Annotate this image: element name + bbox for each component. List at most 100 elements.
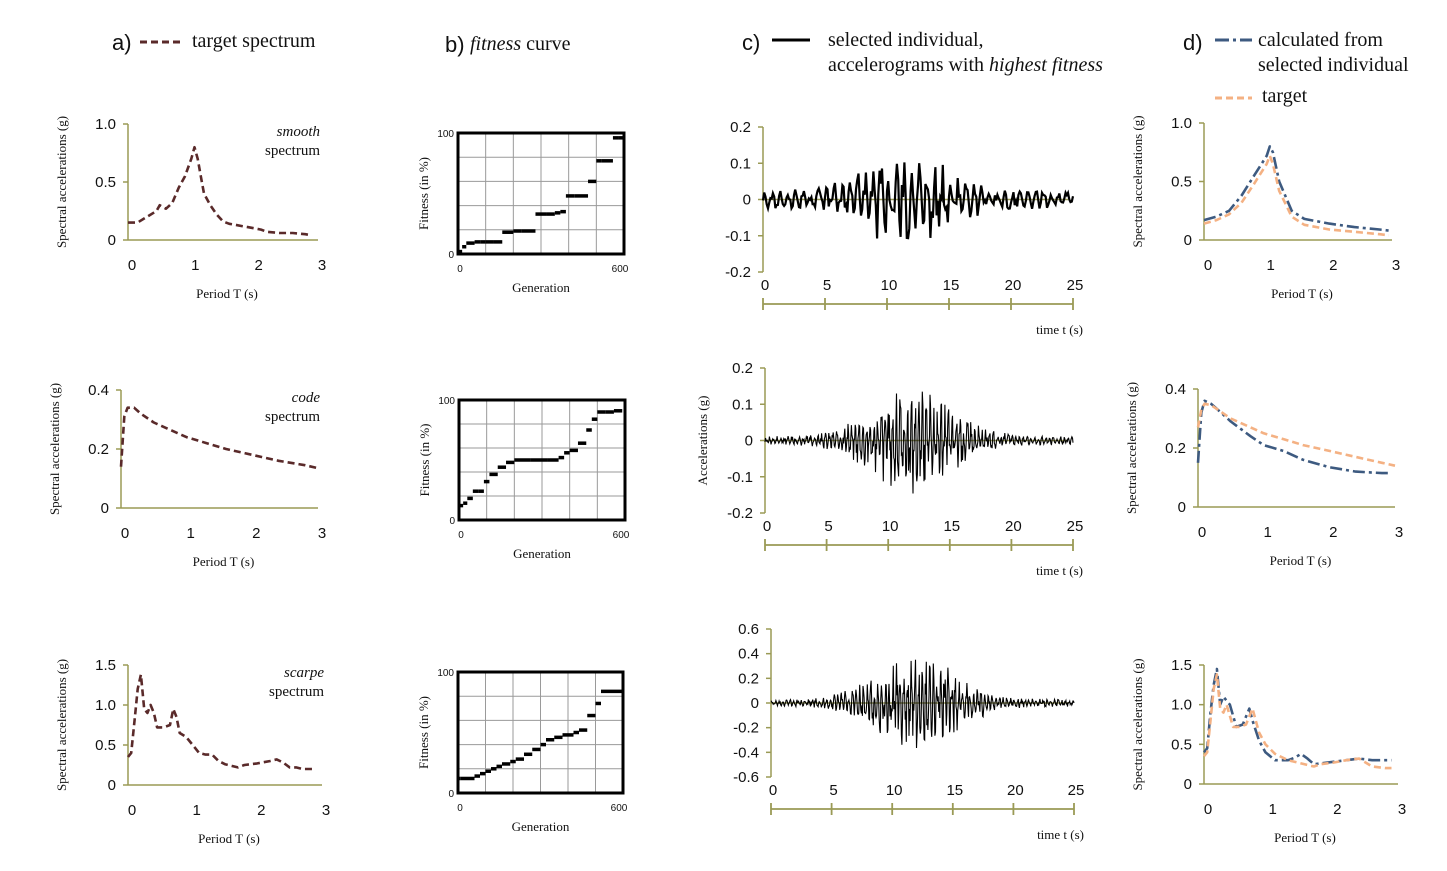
chart-b3: 100 00 600 Generation Fitness (in %) xyxy=(416,668,628,834)
x-tick-label: 1 xyxy=(1266,257,1274,274)
y-axis-label: Accelerations (g) xyxy=(695,396,710,486)
x-tick-label: 0 xyxy=(1204,257,1212,274)
x-tick-label: 0 xyxy=(1198,524,1206,541)
series-calculated xyxy=(1196,399,1392,475)
header-d: d) calculated from selected individual t… xyxy=(1183,29,1409,107)
x-axis-label: time t (s) xyxy=(1036,563,1083,578)
y-tick-label: 0 xyxy=(1178,499,1186,516)
series-calculated xyxy=(1202,667,1392,766)
x-tick-label: 3 xyxy=(1398,801,1406,818)
x-tick-label: 5 xyxy=(829,782,837,799)
y-tick-label: 100 xyxy=(437,668,454,679)
y-axis-label: Spectral accelerations (g) xyxy=(1124,382,1139,514)
x-tick-label: 25 xyxy=(1068,782,1085,799)
y-tick-label: 0 xyxy=(448,250,454,261)
y-tick-label: 0 xyxy=(743,192,751,209)
x-axis-label: time t (s) xyxy=(1036,322,1083,337)
y-tick-label: 0.1 xyxy=(732,396,753,413)
y-tick-label: 0.5 xyxy=(1171,736,1192,753)
y-tick-label: -0.1 xyxy=(725,228,751,245)
y-tick-label: 0.2 xyxy=(730,119,751,136)
x-tick-label: 10 xyxy=(881,277,898,294)
annotation-text: spectrum xyxy=(265,143,320,159)
header-b-plain: curve xyxy=(521,33,571,55)
x-tick-label: 3 xyxy=(1392,257,1400,274)
y-tick-label: 1.5 xyxy=(1171,657,1192,674)
header-c-line2-pre: accelerograms with xyxy=(828,54,989,76)
x-tick-label: 0 xyxy=(763,518,771,535)
accelerogram-line xyxy=(761,162,1075,240)
header-c-line1: selected individual, xyxy=(828,29,984,51)
x-tick-label: 5 xyxy=(824,518,832,535)
header-c-letter: c) xyxy=(742,30,760,55)
y-tick-label: 0.5 xyxy=(95,174,116,191)
series-target xyxy=(119,406,319,470)
header-b: b) fitness curve xyxy=(445,32,571,57)
x-axis-label: time t (s) xyxy=(1037,827,1084,842)
x-tick-label: 3 xyxy=(318,257,326,274)
chart-d3: 0 0.5 1.0 1.5 0 1 2 3 Period T (s) Spectral accel… xyxy=(1130,657,1406,845)
x-tick-label: 600 xyxy=(612,264,629,275)
x-tick-label: 0 xyxy=(121,525,129,542)
y-tick-label: -0.2 xyxy=(733,720,759,737)
y-tick-label: -0.2 xyxy=(727,505,753,522)
x-axis-label: Period T (s) xyxy=(1271,286,1333,301)
y-tick-label: 0.1 xyxy=(730,155,751,172)
y-tick-label: 1.0 xyxy=(95,697,116,714)
chart-a1: 0 0.5 1.0 0 1 2 3 Period T (s) Spectral accelera… xyxy=(54,116,326,301)
x-tick-label: 1 xyxy=(186,525,194,542)
y-tick-label: 1.0 xyxy=(1171,697,1192,714)
x-tick-label: 3 xyxy=(318,525,326,542)
x-tick-label: 20 xyxy=(1005,277,1022,294)
x-tick-label: 2 xyxy=(257,802,265,819)
x-axis-label: Generation xyxy=(512,819,570,834)
x-tick-label: 5 xyxy=(823,277,831,294)
header-b-italic: fitness xyxy=(470,33,521,55)
plot-frame xyxy=(456,131,626,256)
header-d-letter: d) xyxy=(1183,30,1203,55)
y-tick-label: 0 xyxy=(101,500,109,517)
x-tick-label: 2 xyxy=(1333,801,1341,818)
x-tick-label: 20 xyxy=(1007,782,1024,799)
x-tick-label: 3 xyxy=(322,802,330,819)
x-tick-label: 2 xyxy=(252,525,260,542)
x-tick-label: 0 xyxy=(769,782,777,799)
x-tick-label: 10 xyxy=(886,782,903,799)
x-axis-label: Generation xyxy=(513,546,571,561)
x-axis-label: Generation xyxy=(512,280,570,295)
x-tick-label: 1 xyxy=(191,257,199,274)
x-tick-label: 2 xyxy=(1329,524,1337,541)
accelerogram-line xyxy=(770,659,1075,749)
header-a: a) target spectrum xyxy=(112,30,316,55)
x-tick-label: 3 xyxy=(1395,524,1403,541)
header-b-text: fitness curve xyxy=(470,33,571,55)
y-tick-label: 100 xyxy=(437,129,454,140)
x-tick-label: 20 xyxy=(1005,518,1022,535)
chart-a3: 0 0.5 1.0 1.5 0 1 2 3 Period T (s) Spectral accel… xyxy=(54,657,330,846)
chart-c2: -0.2 -0.1 0 0.1 0.2 0 5 10 15 20 25 time t (s) Accel… xyxy=(695,360,1083,578)
y-axis-label: Spectral accelerations (g) xyxy=(54,116,69,248)
y-tick-label: 0 xyxy=(108,777,116,794)
chart-c1: -0.2 -0.1 0 0.1 0.2 0 5 10 15 20 25 time t (s) xyxy=(725,119,1083,337)
chart-d1: 0 0.5 1.0 0 1 2 3 Period T (s) Spectral accelera… xyxy=(1130,115,1400,301)
annotation-italic: code xyxy=(292,390,321,406)
series-target_light xyxy=(1196,402,1396,467)
header-c: c) selected individual, accelerograms wi… xyxy=(742,29,1103,76)
x-tick-label: 0 xyxy=(458,530,464,541)
y-tick-label: 0 xyxy=(449,516,455,527)
y-tick-label: 0.4 xyxy=(88,382,109,399)
series-target_light xyxy=(1202,673,1392,770)
y-tick-label: 1.0 xyxy=(1171,115,1192,132)
annotation-text: spectrum xyxy=(265,409,320,425)
chart-c3: -0.6 -0.4 -0.2 0 0.2 0.4 0.6 0 5 10 15 20 25 time t (… xyxy=(733,621,1084,842)
y-tick-label: -0.6 xyxy=(733,769,759,786)
accelerogram-line xyxy=(764,391,1074,494)
y-axis-label: Spectral accelerations (g) xyxy=(1130,115,1145,247)
y-tick-label: 0 xyxy=(1184,232,1192,249)
x-axis-label: Period T (s) xyxy=(193,554,255,569)
x-tick-label: 15 xyxy=(943,277,960,294)
y-tick-label: 0.2 xyxy=(88,441,109,458)
header-d-line1: calculated from xyxy=(1258,29,1383,51)
x-tick-label: 0 xyxy=(128,257,136,274)
